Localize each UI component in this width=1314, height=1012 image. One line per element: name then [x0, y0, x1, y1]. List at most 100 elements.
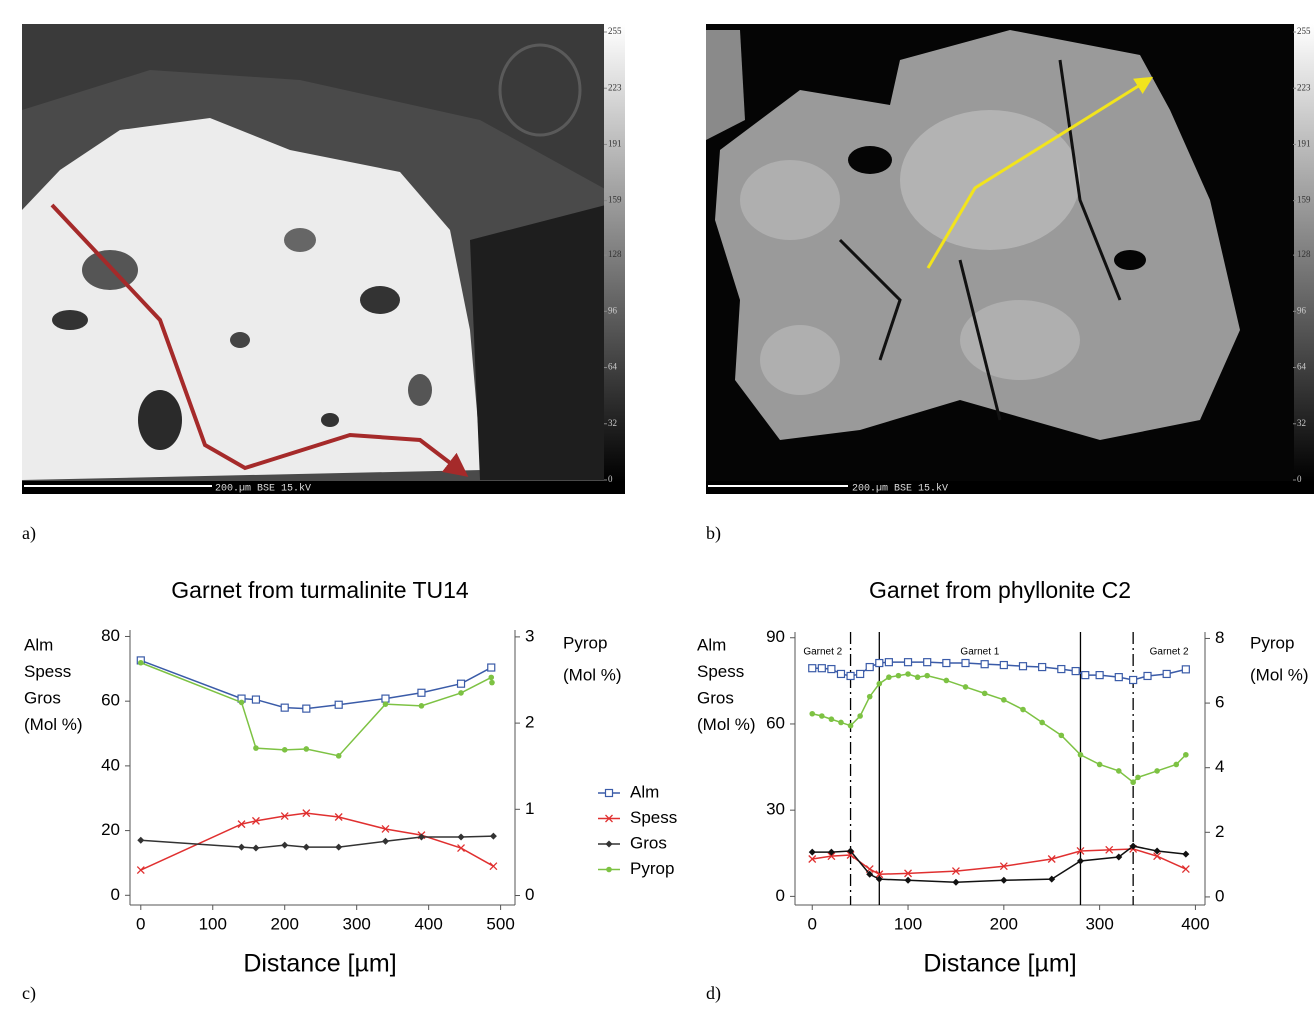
marker — [1058, 666, 1065, 673]
y2-axis-label: Pyrop — [1250, 633, 1294, 652]
marker — [924, 673, 930, 679]
y2-tick-label: 0 — [1215, 886, 1224, 905]
legend-label: Spess — [630, 808, 677, 827]
gray-tick-label: 255 — [1297, 26, 1311, 36]
marker — [1154, 768, 1160, 774]
marker — [606, 867, 612, 873]
marker — [867, 694, 873, 700]
marker — [490, 863, 497, 870]
y2-axis-label: (Mol %) — [1250, 665, 1309, 684]
marker — [1096, 672, 1103, 679]
region-label: Garnet 1 — [960, 647, 999, 658]
x-tick-label: 300 — [1085, 914, 1113, 933]
x-tick-label: 400 — [414, 914, 442, 933]
marker — [253, 745, 259, 751]
marker — [281, 704, 288, 711]
marker — [1130, 779, 1136, 785]
marker — [905, 659, 912, 666]
y2-tick-label: 0 — [525, 885, 534, 904]
marker — [915, 674, 921, 680]
marker — [944, 678, 950, 684]
marker — [458, 845, 465, 852]
region-label: Garnet 2 — [803, 647, 842, 658]
marker — [303, 844, 310, 851]
y-axis-label: (Mol %) — [697, 715, 756, 734]
gray-tick-label: 32 — [608, 418, 617, 428]
image-a — [22, 24, 625, 494]
marker — [1020, 707, 1026, 713]
marker — [282, 747, 288, 753]
x-tick-label: 200 — [271, 914, 299, 933]
marker — [829, 716, 835, 722]
marker — [252, 845, 259, 852]
y2-axis-label: (Mol %) — [563, 665, 622, 684]
legend-label: Pyrop — [630, 859, 674, 878]
series-line — [141, 660, 491, 708]
marker — [837, 670, 844, 677]
marker — [1039, 720, 1045, 726]
marker — [137, 867, 144, 874]
marker — [981, 661, 988, 668]
x-tick-label: 300 — [342, 914, 370, 933]
marker — [809, 665, 816, 672]
marker — [963, 684, 969, 690]
marker — [304, 746, 310, 752]
marker — [138, 660, 144, 666]
y-tick-label: 0 — [776, 886, 785, 905]
y-axis-label: Spess — [697, 662, 744, 681]
marker — [383, 701, 389, 707]
marker — [1182, 851, 1189, 858]
marker — [943, 660, 950, 667]
x-tick-label: 100 — [894, 914, 922, 933]
y-tick-label: 60 — [101, 691, 120, 710]
x-tick-label: 0 — [808, 914, 817, 933]
marker — [1078, 752, 1084, 758]
marker — [606, 790, 613, 797]
marker — [458, 680, 465, 687]
marker — [1144, 672, 1151, 679]
legend-label: Gros — [630, 833, 667, 852]
gray-tick-label: 96 — [1297, 305, 1307, 315]
marker — [809, 711, 815, 717]
y-axis-label: Gros — [697, 688, 734, 707]
y-tick-label: 30 — [766, 800, 785, 819]
marker — [458, 834, 465, 841]
y-axis-label: Alm — [24, 635, 53, 654]
marker — [809, 849, 816, 856]
gray-tick-label: 128 — [1297, 249, 1311, 259]
marker — [838, 720, 844, 726]
marker — [1183, 752, 1189, 758]
marker — [1182, 866, 1189, 873]
marker — [419, 703, 425, 709]
marker — [382, 838, 389, 845]
y-tick-label: 90 — [766, 627, 785, 646]
marker — [335, 701, 342, 708]
marker — [1048, 876, 1055, 883]
marker — [1130, 676, 1137, 683]
image-b — [706, 24, 1314, 494]
marker — [281, 842, 288, 849]
marker — [137, 837, 144, 844]
marker — [886, 674, 892, 680]
y2-tick-label: 2 — [1215, 822, 1224, 841]
gray-tick-label: 159 — [1297, 195, 1311, 205]
scale-bar-label: 200.µm BSE 15.kV — [215, 483, 311, 495]
marker — [1077, 858, 1084, 865]
marker — [1000, 877, 1007, 884]
y2-tick-label: 3 — [525, 626, 534, 645]
x-tick-label: 500 — [486, 914, 514, 933]
marker — [606, 841, 613, 848]
marker — [382, 695, 389, 702]
gray-tick-label: 64 — [608, 362, 618, 372]
marker — [1000, 662, 1007, 669]
marker — [239, 700, 245, 706]
marker — [982, 691, 988, 697]
marker — [1072, 668, 1079, 675]
x-tick-label: 100 — [199, 914, 227, 933]
gray-tick-label: 191 — [1297, 139, 1311, 149]
series-line — [141, 813, 494, 870]
marker — [1019, 663, 1026, 670]
marker — [847, 672, 854, 679]
chart-title: Garnet from phyllonite C2 — [869, 577, 1131, 603]
marker — [1163, 670, 1170, 677]
